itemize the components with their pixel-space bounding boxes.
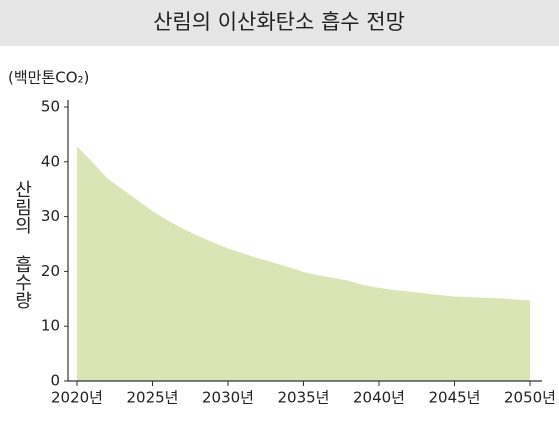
y-tick-label: 10 xyxy=(41,317,60,335)
x-tick-label: 2040년 xyxy=(353,389,405,407)
y-tick-label: 50 xyxy=(41,98,60,116)
x-tick-label: 2035년 xyxy=(278,389,330,407)
y-tick-label: 20 xyxy=(41,262,60,280)
area xyxy=(77,146,530,381)
y-tick-label: 0 xyxy=(50,372,60,390)
y-tick-label: 40 xyxy=(41,152,60,170)
unit-label: (백만톤CO₂) xyxy=(8,69,89,87)
x-tick-label: 2045년 xyxy=(429,389,481,407)
title-bar xyxy=(0,0,559,46)
y-axis-label: 산림의 흡수량 xyxy=(12,180,33,309)
x-tick-label: 2020년 xyxy=(51,389,103,407)
y-tick-label: 30 xyxy=(41,207,60,225)
chart-title: 산림의 이산화탄소 흡수 전망 xyxy=(153,10,405,34)
x-tick-label: 2050년 xyxy=(504,389,556,407)
x-tick-label: 2030년 xyxy=(202,389,254,407)
x-tick-label: 2025년 xyxy=(127,389,179,407)
